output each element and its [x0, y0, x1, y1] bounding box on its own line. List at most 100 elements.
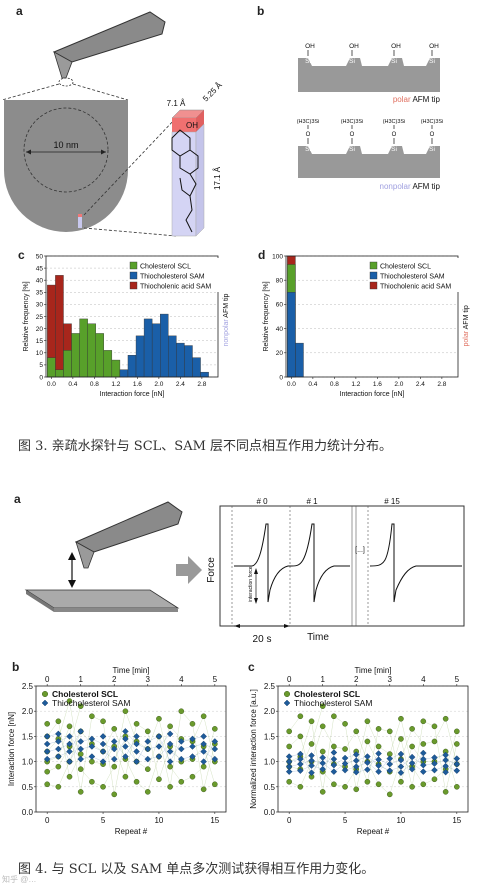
y-tick-label: 1.5 [22, 732, 34, 741]
point-thiocholesterol-sam [341, 766, 349, 774]
series-link [192, 723, 204, 790]
legend-entry: Cholesterol SCL [294, 689, 360, 699]
point-thiocholesterol-sam [297, 755, 304, 763]
nonpolar-group-o: O [350, 132, 355, 138]
point-cholesterol-scl [167, 784, 173, 790]
afm-tip-enlarged [4, 100, 128, 232]
legend-entry: Thiocholesterol SAM [140, 274, 205, 281]
fig3d-histogram: 0 20 40 60 80 100 0.0 0.4 0.8 1.2 1.6 2.0 2.4 2.8 Inte… [263, 253, 472, 398]
point-cholesterol-scl [156, 715, 162, 722]
point-thiocholesterol-sam [375, 750, 382, 757]
point-thiocholesterol-sam [77, 745, 84, 753]
point-cholesterol-scl [297, 784, 304, 790]
point-cholesterol-scl [55, 763, 62, 770]
bar-cholesterol-scl [47, 357, 56, 378]
point-cholesterol-scl [375, 726, 382, 732]
repeat-label-0: # 0 [256, 497, 268, 506]
point-thiocholesterol-sam [420, 755, 427, 763]
point-thiocholesterol-sam [122, 753, 129, 760]
dim-depth-label: 5.25 Å [201, 80, 224, 103]
x-tick-label: 2.8 [437, 381, 446, 388]
force-axis-label: Force [206, 557, 217, 583]
point-cholesterol-scl [167, 723, 173, 730]
point-thiocholesterol-sam [341, 760, 349, 767]
oh-label: OH [186, 121, 198, 130]
point-thiocholesterol-sam [442, 751, 449, 759]
y-tick-label: 20 [36, 326, 44, 333]
point-thiocholesterol-sam [211, 755, 219, 763]
force-curve [234, 523, 462, 603]
nonpolar-group-o: O [430, 132, 435, 138]
point-cholesterol-scl [111, 763, 118, 770]
series-link [125, 758, 137, 782]
series-link [322, 726, 335, 747]
y-tick-label: 2.5 [264, 682, 276, 691]
nonpolar-group-top: (H3C)3Si [421, 119, 444, 125]
series-link [411, 762, 424, 772]
point-thiocholesterol-sam [110, 755, 118, 763]
point-thiocholesterol-sam [110, 738, 118, 745]
point-cholesterol-scl [178, 708, 185, 715]
series-link [147, 736, 160, 770]
series-link [203, 716, 216, 762]
series-link [378, 758, 390, 772]
point-cholesterol-scl [331, 781, 337, 788]
point-thiocholesterol-sam [352, 757, 360, 764]
y-tick-label: 2.0 [264, 707, 276, 716]
x-tick-label: 1.6 [133, 381, 142, 388]
y-tick-label: 5 [39, 362, 43, 369]
polar-group-si: Si [349, 58, 355, 65]
top-tick-label: 2 [112, 675, 117, 684]
point-thiocholesterol-sam [55, 730, 62, 738]
y-tick-label: 20 [276, 350, 284, 357]
point-cholesterol-scl [398, 715, 404, 722]
point-thiocholesterol-sam [55, 738, 62, 745]
top-tick-label: 1 [78, 675, 83, 684]
legend-box [128, 258, 232, 292]
series-link [147, 718, 160, 750]
point-thiocholesterol-sam [364, 766, 371, 773]
legend-entry: Cholesterol SCL [52, 689, 118, 699]
x-tick-label: 2.8 [197, 381, 206, 388]
polar-group-si: Si [429, 58, 435, 65]
series-link [311, 721, 323, 792]
plot-frame [35, 685, 227, 813]
dim-height-label: 17.1 Å [213, 166, 222, 190]
x-axis-label: Repeat # [357, 827, 390, 836]
point-thiocholesterol-sam [442, 762, 449, 770]
point-thiocholesterol-sam [155, 733, 163, 740]
point-thiocholesterol-sam [144, 755, 152, 763]
point-thiocholesterol-sam [375, 768, 382, 775]
bar-cholesterol-scl [111, 359, 121, 378]
point-thiocholesterol-sam [110, 745, 118, 753]
y-tick-label: 0.0 [22, 808, 34, 817]
y-tick-label: 0.0 [264, 808, 276, 817]
point-thiocholesterol-sam [297, 750, 304, 758]
molecule-prism [171, 131, 197, 237]
point-cholesterol-scl [44, 768, 50, 775]
fig4-panel-a-label: a [14, 492, 21, 506]
point-thiocholesterol-sam [375, 762, 382, 769]
point-thiocholesterol-sam [133, 748, 140, 755]
top-tick-label: 1 [320, 675, 325, 684]
point-thiocholesterol-sam [408, 765, 416, 773]
series-link [322, 771, 335, 785]
point-cholesterol-scl [44, 721, 50, 727]
point-thiocholesterol-sam [352, 768, 360, 776]
point-cholesterol-scl [100, 784, 106, 790]
series-link [125, 746, 137, 762]
y-tick-label: 0 [279, 374, 283, 381]
point-thiocholesterol-sam [43, 733, 51, 740]
y-tick-label: 1.5 [264, 732, 276, 741]
x-tick-label: 5 [343, 816, 348, 825]
top-tick-label: 2 [354, 675, 359, 684]
fig3-panel-b-label: b [257, 4, 265, 18]
point-thiocholesterol-sam [77, 755, 84, 763]
point-thiocholesterol-sam [319, 754, 326, 761]
x-tick-label: 2.0 [394, 381, 403, 388]
series-link [58, 761, 70, 787]
tip-diameter-label: 10 nm [53, 140, 78, 150]
y-tick-label: 0 [39, 374, 43, 381]
series-link [158, 726, 171, 757]
point-thiocholesterol-sam [453, 760, 461, 768]
